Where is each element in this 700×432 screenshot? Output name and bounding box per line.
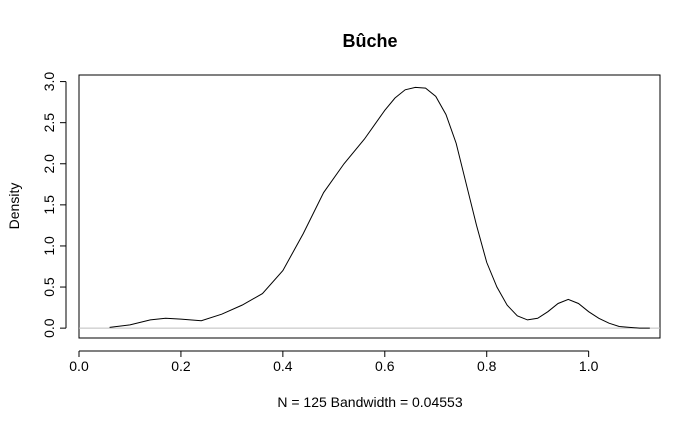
- y-tick-label: 3.0: [41, 72, 57, 92]
- y-axis-label: Density: [6, 183, 22, 230]
- x-axis: 0.0 0.2 0.4 0.6 0.8 1.0: [69, 350, 599, 374]
- x-tick-label: 1.0: [579, 358, 599, 374]
- y-tick-label: 2.5: [41, 113, 57, 133]
- x-axis-label: N = 125 Bandwidth = 0.04553: [277, 394, 462, 410]
- y-tick-label: 2.0: [41, 154, 57, 174]
- x-tick-label: 0.8: [477, 358, 497, 374]
- density-line: [109, 86, 650, 329]
- y-tick-label: 1.0: [41, 236, 57, 256]
- x-tick-label: 0.2: [171, 358, 191, 374]
- x-tick-label: 0.0: [69, 358, 89, 374]
- y-axis: 0.0 0.5 1.0 1.5 2.0 2.5 3.0: [41, 72, 67, 338]
- y-tick-label: 0.0: [41, 318, 57, 338]
- y-tick-label: 0.5: [41, 277, 57, 297]
- plot-frame: [78, 74, 661, 339]
- x-tick-label: 0.4: [273, 358, 293, 374]
- x-tick-label: 0.6: [375, 358, 395, 374]
- y-tick-label: 1.5: [41, 195, 57, 215]
- chart-title: Bûche: [342, 31, 397, 51]
